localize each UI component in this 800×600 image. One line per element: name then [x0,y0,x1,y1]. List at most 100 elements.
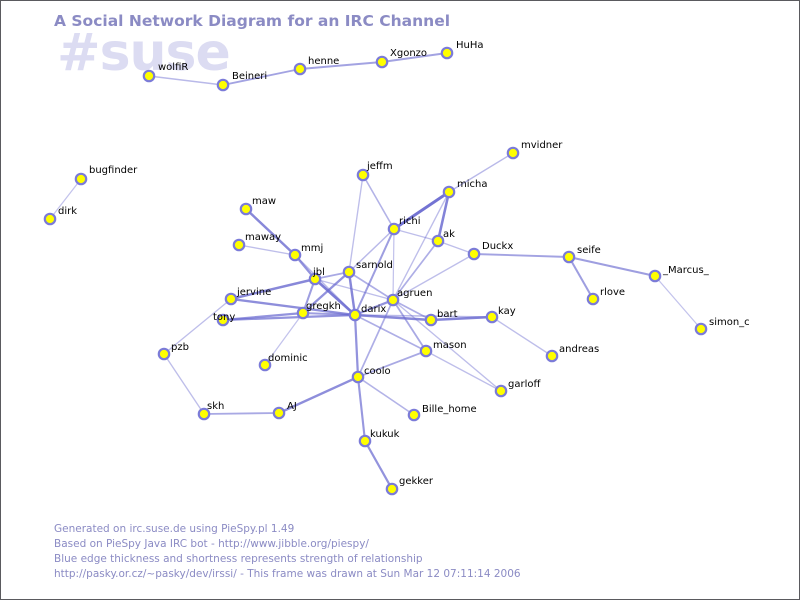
graph-node[interactable] [43,212,57,226]
graph-node-label: skh [207,401,225,412]
graph-edge [473,253,570,258]
graph-edge [392,228,395,301]
graph-edges [49,52,702,491]
graph-node-label: simon_c [709,317,750,328]
graph-node[interactable] [467,247,481,261]
graph-edge [354,314,427,352]
graph-node-label: Beineri [232,71,268,82]
graph-edge [353,227,396,317]
graph-node[interactable] [485,310,499,324]
graph-node[interactable] [375,55,389,69]
graph-edge [244,207,297,257]
graph-edge [448,152,514,193]
graph-edge [392,240,439,301]
graph-node-label: garloff [508,379,541,390]
graph-edge [353,313,360,379]
graph-node[interactable] [424,313,438,327]
graph-edge [148,75,224,86]
graph-node-label: mmj [301,243,324,254]
graph-node[interactable] [358,434,372,448]
graph-node-label: mvidner [521,140,563,151]
graph-node[interactable] [224,292,238,306]
graph-node[interactable] [419,344,433,358]
graph-node[interactable] [442,185,456,199]
graph-edge [392,253,475,301]
graph-node[interactable] [356,168,370,182]
graph-node[interactable] [308,272,322,286]
graph-node[interactable] [648,269,662,283]
graph-edge [229,297,357,317]
graph-edge [363,439,394,491]
graph-edge [436,190,451,243]
graph-edge [163,298,232,355]
graph-node[interactable] [272,406,286,420]
graph-node[interactable] [216,313,230,327]
graph-node[interactable] [407,408,421,422]
graph-node-label: jeffm [367,161,393,172]
graph-edge [264,312,304,366]
graph-edge [491,316,553,357]
graph-edge [354,314,493,318]
graph-node[interactable] [348,308,362,322]
graph-edge [437,240,475,255]
graph-node-label: coolo [364,366,391,377]
graph-edge [229,277,317,301]
graph-node[interactable] [157,347,171,361]
graph-edge [567,255,657,278]
graph-node-label: wolfiR [158,62,189,73]
graph-node[interactable] [258,358,272,372]
graph-node[interactable] [562,250,576,264]
graph-node-label: kukuk [370,429,400,440]
graph-node[interactable] [386,293,400,307]
graph-node-label: maway [245,232,282,243]
graph-edge [238,244,296,256]
graph-node-label: AJ [287,401,297,412]
footer-line-legend: Blue edge thickness and shortness repres… [54,553,423,565]
graph-node[interactable] [385,482,399,496]
graph-edge [49,178,82,220]
graph-node[interactable] [239,202,253,216]
graph-node[interactable] [694,322,708,336]
graph-edge [203,412,280,415]
graph-node-label: henne [308,56,340,67]
graph-edge [299,61,383,70]
graph-node[interactable] [74,172,88,186]
graph-node[interactable] [586,292,600,306]
graph-edge [356,375,367,443]
graph-node[interactable] [288,248,302,262]
graph-node[interactable] [296,306,310,320]
graph-edge [429,315,494,322]
graph-node[interactable] [545,349,559,363]
graph-node[interactable] [440,46,454,60]
graph-node-label: mason [433,340,467,351]
graph-node[interactable] [506,146,520,160]
graph-edge [392,299,502,392]
graph-node-label: gekker [399,476,433,487]
graph-node-label: _Marcus_ [663,265,709,276]
graph-edge [392,190,451,231]
graph-node[interactable] [431,234,445,248]
graph-node[interactable] [387,222,401,236]
graph-node-label: tony [213,312,236,323]
graph-node[interactable] [494,384,508,398]
footer-line-based-on: Based on PieSpy Java IRC bot - http://ww… [54,538,369,550]
graph-node[interactable] [216,78,230,92]
graph-node[interactable] [232,238,246,252]
graph-edge [393,228,439,242]
graph-node[interactable] [142,69,156,83]
footer-line-generated: Generated on irc.suse.de using PieSpy.pl… [54,523,295,535]
graph-node[interactable] [351,370,365,384]
graph-nodes [43,46,708,496]
graph-node-label: andreas [559,344,600,355]
graph-node[interactable] [197,407,211,421]
graph-edge [362,174,395,230]
graph-edge [301,270,351,315]
graph-node-label: agruen [397,288,433,299]
graph-node-label: micha [457,179,488,190]
graph-edge [353,298,395,317]
graph-edge [357,376,415,416]
graph-node[interactable] [293,62,307,76]
graph-node[interactable] [342,265,356,279]
